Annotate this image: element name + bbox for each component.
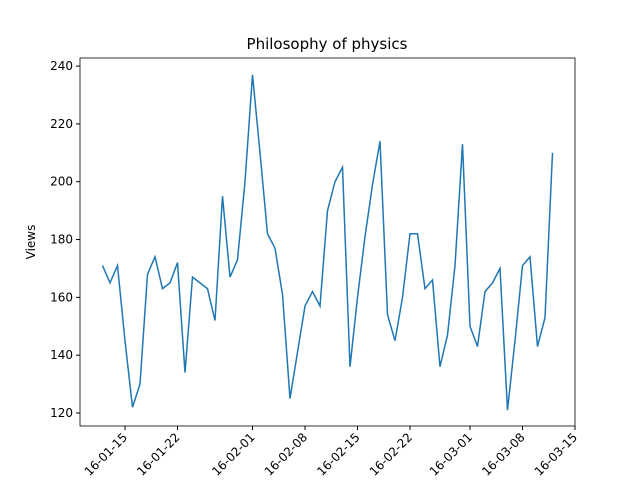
line: [101, 74, 554, 411]
plot-frame: [79, 57, 576, 427]
x-tick-label: 16-03-01: [427, 430, 475, 478]
y-tick-label: 240: [50, 59, 73, 73]
y-axis-label: Views: [24, 225, 38, 260]
x-tick-label: 16-03-08: [479, 430, 527, 478]
y-tick-label: 180: [50, 233, 73, 247]
chart-title: Philosophy of physics: [247, 35, 408, 53]
y-tick-label: 140: [50, 348, 73, 362]
x-tick-label: 16-01-22: [134, 430, 182, 478]
x-tick-label: 16-02-01: [209, 430, 257, 478]
x-tick-label: 16-02-15: [314, 430, 362, 478]
y-tick-label: 220: [50, 117, 73, 131]
x-tick-label: 16-02-22: [367, 430, 415, 478]
x-tick-label: 16-03-15: [532, 430, 580, 478]
y-tick-label: 120: [50, 406, 73, 420]
x-tick-label: 16-01-15: [82, 430, 130, 478]
y-tick-label: 200: [50, 175, 73, 189]
x-tick-label: 16-02-08: [262, 430, 310, 478]
y-tick-label: 160: [50, 290, 73, 304]
